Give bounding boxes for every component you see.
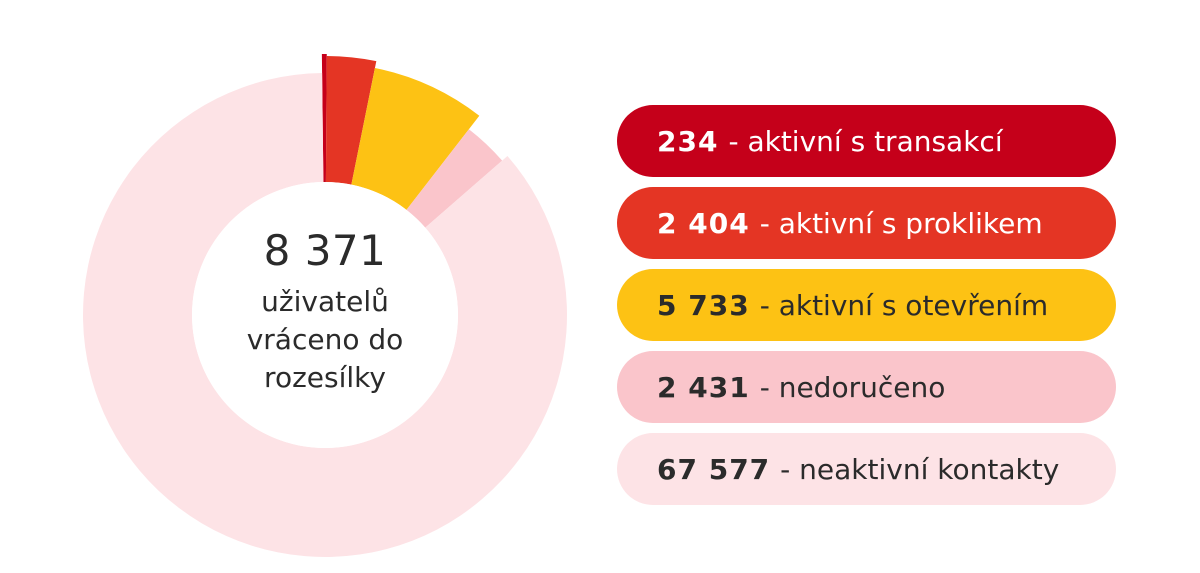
legend-value: 5 733 xyxy=(657,288,750,322)
slice-transactions xyxy=(321,53,327,183)
legend-label: - aktivní s transakcí xyxy=(728,124,1003,158)
slice-inactive xyxy=(82,73,567,557)
donut-center-label: 8 371 uživatelů vráceno do rozesílky xyxy=(193,225,457,397)
donut-hole xyxy=(192,182,458,448)
legend-label: - aktivní s proklikem xyxy=(759,206,1043,240)
legend-label: - nedoručeno xyxy=(759,370,946,404)
slice-undelivered xyxy=(406,129,503,228)
donut-chart xyxy=(82,53,567,557)
legend-value: 234 xyxy=(657,124,719,158)
legend-item-opens: 5 733 - aktivní s otevřením xyxy=(617,269,1116,341)
total-returned-caption: uživatelů vráceno do rozesílky xyxy=(246,285,404,394)
slice-opens xyxy=(351,67,480,210)
slice-clicks xyxy=(325,56,377,185)
legend: 234 - aktivní s transakcí 2 404 - aktivn… xyxy=(617,105,1116,515)
legend-value: 2 404 xyxy=(657,206,750,240)
legend-label: - aktivní s otevřením xyxy=(759,288,1049,322)
legend-value: 2 431 xyxy=(657,370,750,404)
legend-item-inactive: 67 577 - neaktivní kontakty xyxy=(617,433,1116,505)
legend-item-undelivered: 2 431 - nedoručeno xyxy=(617,351,1116,423)
total-returned-value: 8 371 xyxy=(263,226,387,275)
legend-item-transactions: 234 - aktivní s transakcí xyxy=(617,105,1116,177)
legend-item-clicks: 2 404 - aktivní s proklikem xyxy=(617,187,1116,259)
legend-label: - neaktivní kontakty xyxy=(780,452,1060,486)
legend-value: 67 577 xyxy=(657,452,771,486)
